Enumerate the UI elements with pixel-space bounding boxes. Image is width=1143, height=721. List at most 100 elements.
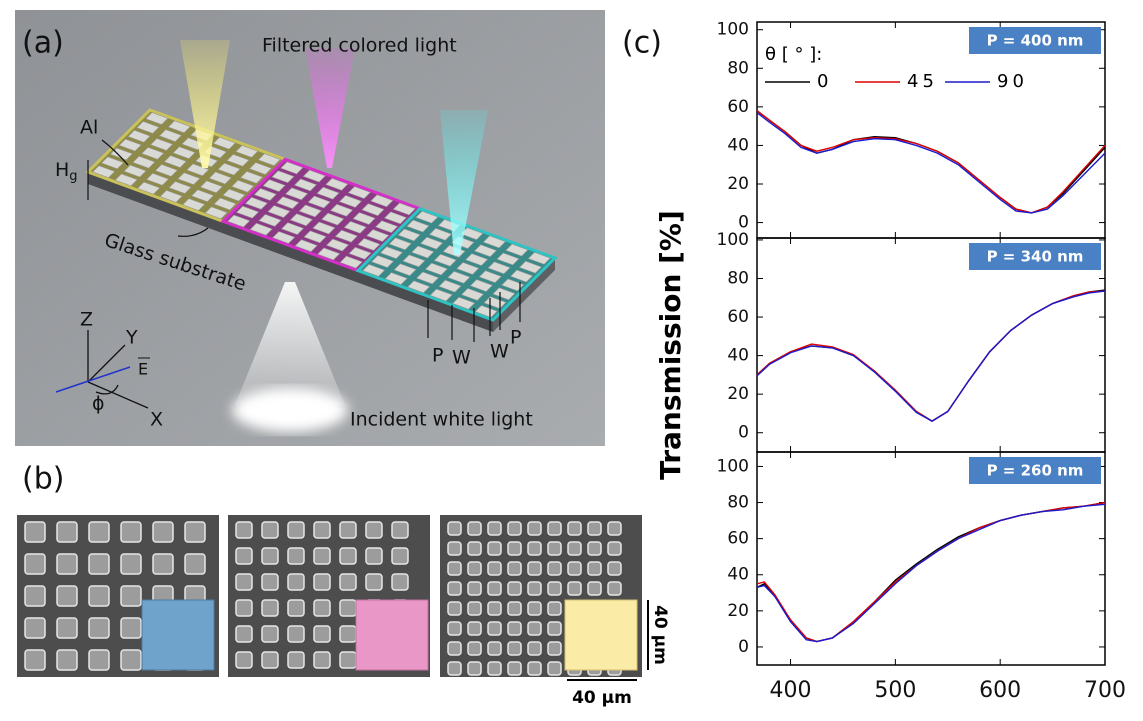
annotation-box xyxy=(969,457,1101,484)
data-line xyxy=(756,501,1106,643)
axis-label: X xyxy=(150,409,163,431)
nanostructure xyxy=(352,212,376,225)
sem-particle xyxy=(447,561,462,576)
sem-particle xyxy=(56,617,78,639)
nanostructure xyxy=(325,177,349,191)
sem-particle xyxy=(547,541,562,556)
nanostructure xyxy=(411,245,435,259)
y-tick-label: 40 xyxy=(727,346,749,366)
sem-particle xyxy=(607,521,622,536)
nanostructure xyxy=(492,287,516,301)
data-line xyxy=(756,110,1106,214)
sem-particle xyxy=(24,617,46,639)
axis-label: Z xyxy=(80,309,93,331)
legend-label: 90 xyxy=(997,71,1028,92)
x-tick-label: 400 xyxy=(770,678,812,703)
sem-particle xyxy=(24,521,46,543)
annotation: Incident white light xyxy=(350,409,533,431)
nanostructure xyxy=(362,264,386,277)
nanostructure xyxy=(248,162,272,175)
nanostructure xyxy=(371,255,395,268)
panel-label: (b) xyxy=(22,462,64,497)
sem-particle xyxy=(235,521,253,539)
axes-glyph xyxy=(87,330,149,409)
nanostructure xyxy=(236,205,260,219)
scale-label: 40 µm xyxy=(572,688,632,708)
sem-particle xyxy=(467,521,482,536)
nanostructure xyxy=(159,190,183,203)
nanostructure xyxy=(370,194,394,208)
nanostructure xyxy=(366,229,390,242)
nanostructure xyxy=(415,210,439,224)
sem-particle xyxy=(152,521,174,543)
nanostructure xyxy=(182,198,206,211)
nanostructure xyxy=(496,252,520,266)
nanostructure xyxy=(424,262,448,276)
y-tick-label: 40 xyxy=(727,565,749,585)
nanostructure xyxy=(326,238,350,252)
sem-particle xyxy=(235,573,253,591)
nanostructure xyxy=(271,170,295,184)
sem-particle xyxy=(587,521,602,536)
annotation-box xyxy=(969,243,1101,270)
sem-particle xyxy=(120,521,142,543)
sem-particle xyxy=(527,581,542,596)
sem-particle xyxy=(313,651,331,669)
nanostructure xyxy=(416,271,440,285)
data-line xyxy=(756,112,1106,214)
nanostructure xyxy=(289,213,313,227)
annotation: H xyxy=(55,159,69,181)
sem-particle xyxy=(487,641,502,656)
nanostructure xyxy=(505,243,529,257)
sem-particle xyxy=(339,599,357,617)
sem-particle xyxy=(88,649,110,671)
y-tick-label: 20 xyxy=(727,601,749,621)
sem-particle xyxy=(313,547,331,565)
sem-particle xyxy=(507,661,522,676)
sem-particle xyxy=(447,601,462,616)
y-tick-label: 80 xyxy=(727,268,749,288)
sem-particle xyxy=(235,651,253,669)
nanostructure xyxy=(388,237,412,251)
y-tick-label: 60 xyxy=(727,307,749,327)
sem-particle xyxy=(447,521,462,536)
sem-particle xyxy=(587,541,602,556)
nanostructure xyxy=(172,146,196,160)
nanostructure xyxy=(158,129,182,142)
sem-particle xyxy=(547,601,562,616)
sem-particle xyxy=(507,601,522,616)
color-swatch xyxy=(355,599,429,671)
pointer xyxy=(101,139,129,166)
sem-particle xyxy=(607,581,622,596)
sem-particle xyxy=(487,581,502,596)
nanostructure xyxy=(101,156,125,170)
nanostructure xyxy=(217,162,241,176)
nanostructure xyxy=(420,236,444,250)
nanostructure xyxy=(392,202,416,216)
y-tick-label: 100 xyxy=(717,456,749,476)
sem-images xyxy=(17,515,642,677)
sem-particle xyxy=(391,521,409,539)
nanostructure xyxy=(487,261,511,275)
sem-particle xyxy=(527,621,542,636)
nanostructure xyxy=(316,186,340,200)
axis-label: E xyxy=(138,360,148,379)
nanostructure xyxy=(465,253,489,266)
sem-particle xyxy=(587,581,602,596)
nanostructure xyxy=(132,155,156,169)
sem-particle xyxy=(56,553,78,575)
nanostructure xyxy=(334,229,358,243)
nanostructure xyxy=(244,196,268,210)
legend-title: θ [ ° ]: xyxy=(765,44,822,65)
sem-particle xyxy=(287,547,305,565)
sem-particle xyxy=(287,625,305,643)
dimension-label: P xyxy=(510,327,521,349)
sem-particle xyxy=(467,621,482,636)
nanostructure xyxy=(163,155,187,168)
y-tick-label: 60 xyxy=(727,97,749,117)
sem-particle xyxy=(547,521,562,536)
sem-particle xyxy=(467,601,482,616)
annotation: Al xyxy=(80,117,98,139)
